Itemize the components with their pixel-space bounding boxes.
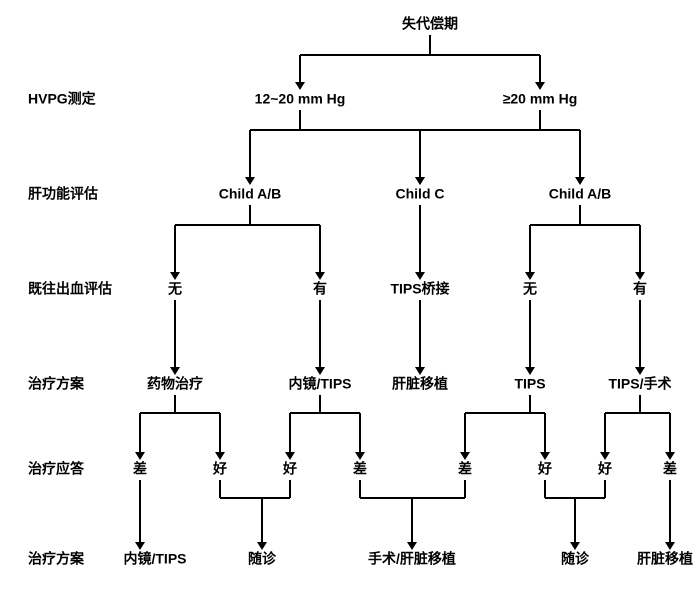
node-r4: 差 xyxy=(353,461,367,477)
node-f3: 手术/肝脏移植 xyxy=(368,551,456,567)
node-r1: 差 xyxy=(133,461,147,477)
node-c1: Child A/B xyxy=(219,186,281,202)
node-r5: 差 xyxy=(458,461,472,477)
node-c3: Child A/B xyxy=(549,186,611,202)
node-t5: TIPS/手术 xyxy=(608,376,671,392)
node-b1: 无 xyxy=(167,281,182,297)
node-t4: TIPS xyxy=(514,376,545,392)
node-b4: 有 xyxy=(633,281,647,297)
node-f2: 随诊 xyxy=(248,551,277,567)
row-label-rl3: 既往出血评估 xyxy=(28,281,112,297)
node-t1: 药物治疗 xyxy=(147,376,203,392)
node-tips1: TIPS桥接 xyxy=(390,281,449,297)
node-t3: 肝脏移植 xyxy=(392,376,448,392)
node-r6: 好 xyxy=(537,461,552,477)
node-b3: 无 xyxy=(522,281,537,297)
node-root: 失代偿期 xyxy=(402,16,458,32)
node-h2: ≥20 mm Hg xyxy=(503,91,578,107)
flowchart-canvas: HVPG测定肝功能评估既往出血评估治疗方案治疗应答治疗方案失代偿期12~20 m… xyxy=(0,0,700,590)
row-label-rl1: HVPG测定 xyxy=(28,91,96,107)
node-r8: 差 xyxy=(663,461,677,477)
row-label-rl2: 肝功能评估 xyxy=(28,186,98,202)
node-t2: 内镜/TIPS xyxy=(288,376,351,392)
row-label-rl6: 治疗方案 xyxy=(28,551,85,567)
node-f1: 内镜/TIPS xyxy=(123,551,186,567)
node-r3: 好 xyxy=(282,461,297,477)
node-f4: 随诊 xyxy=(561,551,590,567)
node-f5: 肝脏移植 xyxy=(637,551,693,567)
row-label-rl4: 治疗方案 xyxy=(28,376,85,392)
node-r2: 好 xyxy=(212,461,227,477)
node-r7: 好 xyxy=(597,461,612,477)
node-c2: Child C xyxy=(396,186,445,202)
node-h1: 12~20 mm Hg xyxy=(255,91,346,107)
node-b2: 有 xyxy=(313,281,327,297)
row-label-rl5: 治疗应答 xyxy=(28,461,85,477)
